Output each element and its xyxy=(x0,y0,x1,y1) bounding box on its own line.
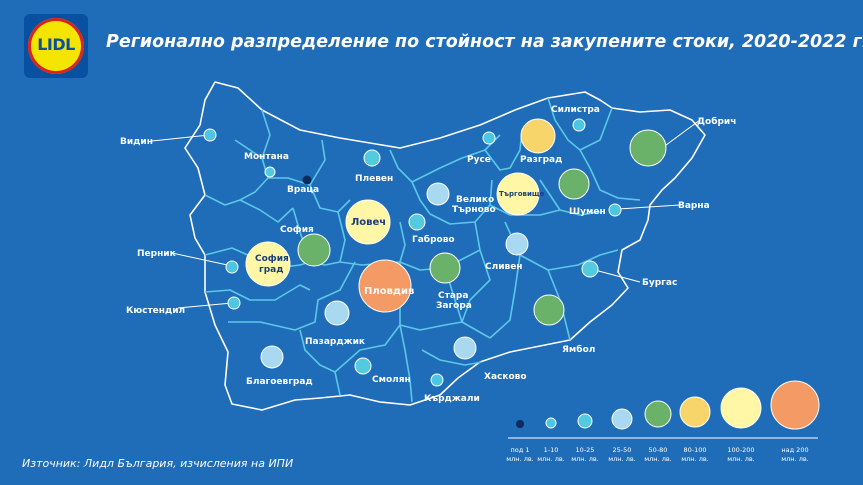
marker-kyustendil[interactable] xyxy=(227,296,241,310)
marker-burgas[interactable] xyxy=(581,260,599,278)
lidl-logo-text: LIDL xyxy=(37,35,75,54)
label-vratsa: Враца xyxy=(287,185,319,195)
marker-shumen[interactable] xyxy=(558,168,590,200)
label-sliven: Сливен xyxy=(485,262,523,272)
legend-label-4: 25-50 xyxy=(613,446,632,454)
lidl-logo-ring xyxy=(28,18,84,74)
label-smolyan: Смолян xyxy=(372,375,411,385)
label-dobrich: Добрич xyxy=(697,116,736,127)
marker-pleven[interactable] xyxy=(363,149,381,167)
legend-swatch-4 xyxy=(611,408,633,430)
marker-veliko-tarnovo[interactable] xyxy=(426,182,450,206)
label-sofia-grad-1: София xyxy=(255,254,289,264)
marker-stara-zagora[interactable] xyxy=(429,252,461,284)
marker-gabrovo[interactable] xyxy=(408,213,426,231)
label-veliko-tarnovo-1: Велико xyxy=(456,195,494,205)
marker-montana[interactable] xyxy=(264,166,276,178)
label-kyustendil: Кюстендил xyxy=(126,306,185,316)
label-razgrad: Разград xyxy=(520,155,562,165)
label-burgas: Бургас xyxy=(642,278,677,288)
map-title: Регионално разпределение по стойност на … xyxy=(106,32,863,52)
marker-yambol[interactable] xyxy=(533,294,565,326)
legend-swatch-7 xyxy=(720,387,762,429)
marker-targovishte[interactable] xyxy=(496,172,540,216)
legend-unit-4: млн. лв. xyxy=(608,455,636,463)
marker-sofia-grad[interactable] xyxy=(245,241,291,287)
label-gabrovo: Габрово xyxy=(412,234,455,245)
legend-label-6: 80-100 xyxy=(683,446,706,454)
legend-unit-2: млн. лв. xyxy=(537,455,565,463)
legend-unit-8: млн. лв. xyxy=(781,455,809,463)
label-blagoevgrad: Благоевград xyxy=(246,377,313,387)
region-labels: Видин Монтана Враца Плевен Ловеч Велико … xyxy=(120,105,736,404)
marker-plovdiv[interactable] xyxy=(358,259,412,313)
marker-sofia[interactable] xyxy=(297,233,331,267)
legend-swatch-5 xyxy=(644,400,672,428)
marker-dobrich[interactable] xyxy=(629,129,667,167)
legend-label-2: 1-10 xyxy=(544,446,559,454)
legend-label-1: под 1 xyxy=(511,446,530,454)
marker-vidin[interactable] xyxy=(203,128,217,142)
marker-pernik[interactable] xyxy=(225,260,239,274)
source-note: Източник: Лидл България, изчисления на И… xyxy=(22,457,294,470)
marker-pazardzhik[interactable] xyxy=(324,300,350,326)
marker-kardzhali[interactable] xyxy=(430,373,444,387)
lidl-logo: LIDL xyxy=(24,14,88,78)
label-sofia: София xyxy=(280,225,314,235)
legend-label-7: 100-200 xyxy=(727,446,754,454)
label-stara-zagora-2: Загора xyxy=(436,301,472,311)
marker-haskovo[interactable] xyxy=(453,336,477,360)
region-markers xyxy=(203,118,667,387)
marker-razgrad[interactable] xyxy=(520,118,556,154)
legend-unit-1: млн. лв. xyxy=(506,455,534,463)
legend-unit-3: млн. лв. xyxy=(571,455,599,463)
legend-swatch-2 xyxy=(545,417,557,429)
label-haskovo: Хасково xyxy=(484,372,527,382)
label-pazardzhik: Пазарджик xyxy=(305,337,365,347)
label-plovdiv: Пловдив xyxy=(364,286,414,297)
label-varna: Варна xyxy=(678,201,710,211)
legend-label-8: над 200 xyxy=(781,446,808,454)
marker-ruse[interactable] xyxy=(482,131,496,145)
legend-swatch-3 xyxy=(577,413,593,429)
label-pleven: Плевен xyxy=(355,174,393,184)
legend-label-3: 10-25 xyxy=(576,446,595,454)
label-montana: Монтана xyxy=(244,152,289,162)
legend-label-5: 50-80 xyxy=(649,446,668,454)
label-veliko-tarnovo-2: Търново xyxy=(452,205,496,215)
country-outline xyxy=(184,81,706,411)
legend-swatch-8 xyxy=(770,380,820,430)
label-lovech: Ловеч xyxy=(351,217,386,228)
label-shumen: Шумен xyxy=(569,207,606,217)
label-kardzhali: Кърджали xyxy=(424,394,480,404)
label-ruse: Русе xyxy=(467,155,491,165)
label-vidin: Видин xyxy=(120,137,153,147)
label-pernik: Перник xyxy=(137,249,176,259)
legend: под 1 млн. лв. 1-10 млн. лв. 10-25 млн. … xyxy=(506,380,820,463)
legend-unit-5: млн. лв. xyxy=(644,455,672,463)
legend-unit-7: млн. лв. xyxy=(727,455,755,463)
marker-smolyan[interactable] xyxy=(354,357,372,375)
marker-blagoevgrad[interactable] xyxy=(260,345,284,369)
leader-lines xyxy=(151,119,701,309)
marker-silistra[interactable] xyxy=(572,118,586,132)
label-yambol: Ямбол xyxy=(562,344,595,355)
marker-lovech[interactable] xyxy=(345,199,391,245)
marker-vratsa[interactable] xyxy=(302,175,312,185)
label-sofia-grad-2: град xyxy=(259,265,284,275)
label-silistra: Силистра xyxy=(551,105,600,115)
label-targovishte: Търговище xyxy=(499,190,545,198)
legend-swatch-6 xyxy=(679,396,711,428)
legend-unit-6: млн. лв. xyxy=(681,455,709,463)
legend-swatch-1 xyxy=(516,420,524,428)
marker-varna[interactable] xyxy=(608,203,622,217)
label-stara-zagora-1: Стара xyxy=(438,291,468,301)
marker-sliven[interactable] xyxy=(505,232,529,256)
